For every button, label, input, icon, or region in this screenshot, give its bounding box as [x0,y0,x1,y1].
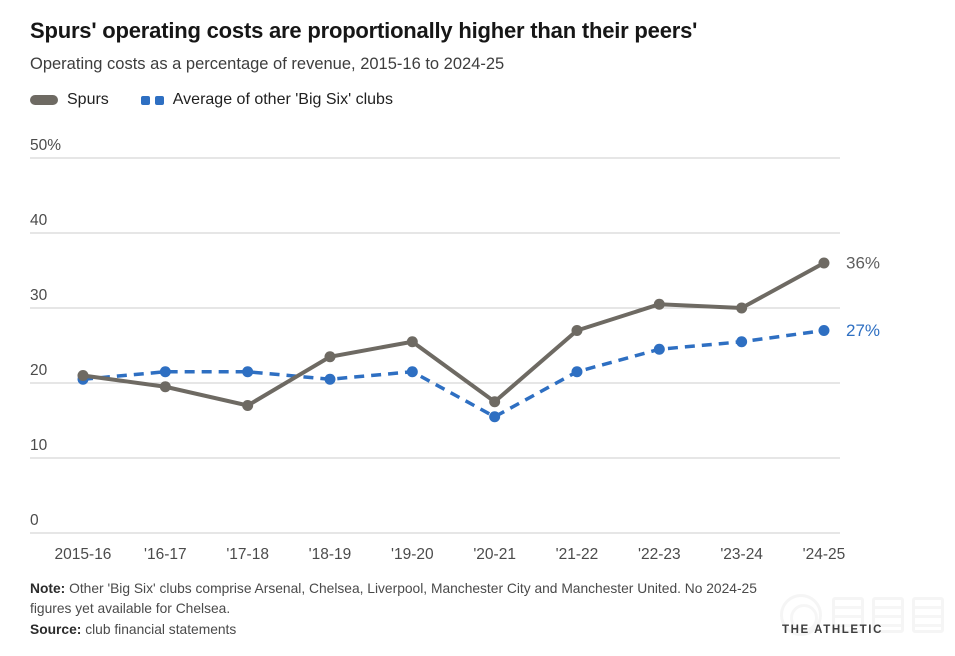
legend-item-spurs: Spurs [30,91,109,109]
legend-label-average: Average of other 'Big Six' clubs [172,91,393,108]
data-point-marker [159,366,171,378]
chart-subtitle: Operating costs as a percentage of reven… [30,55,505,73]
note-label: Note: [30,581,66,596]
data-point-marker [242,366,254,378]
x-axis-tick-label: '24-25 [803,546,846,563]
series-line [82,328,825,419]
y-axis-tick-label: 20 [30,362,48,379]
y-axis-tick-label: 40 [30,212,48,229]
data-point-marker [653,343,665,355]
x-axis-tick-label: '19-20 [391,546,434,563]
x-axis-tick-label: '18-19 [309,546,352,563]
data-point-marker [242,400,254,411]
y-axis-tick-label: 0 [30,512,39,529]
data-point-marker [406,366,418,378]
spurs-line-swatch-icon [30,95,58,105]
x-axis-tick-label: '21-22 [556,546,599,563]
y-axis-tick-label: 10 [30,437,48,454]
data-point-marker [324,373,336,385]
data-point-marker [489,411,501,423]
series-line [82,261,825,408]
x-axis-tick-label: 2015-16 [55,546,112,563]
page-title: Spurs' operating costs are proportionall… [30,18,698,43]
brand-logo: THE ATHLETIC [782,624,883,636]
data-point-marker [406,336,418,348]
data-point-marker [736,336,748,348]
x-axis-tick-label: '16-17 [144,546,187,563]
average-dash-swatch-icon [140,95,164,105]
series-end-value-label: 36% [846,254,880,273]
y-axis-tick-label: 30 [30,287,48,304]
chart-source: Source: club financial statements [30,622,236,637]
legend-item-average: Average of other 'Big Six' clubs [140,91,393,109]
chart-legend: Spurs Average of other 'Big Six' clubs [30,91,393,109]
data-point-marker [571,325,583,336]
data-point-marker [77,370,89,381]
data-point-marker [736,302,748,314]
data-point-marker [818,257,830,269]
x-axis-tick-label: '17-18 [226,546,269,563]
x-axis-tick-label: '23-24 [720,546,763,563]
legend-label-spurs: Spurs [67,91,109,108]
data-point-marker [159,381,171,393]
source-text: club financial statements [81,622,237,637]
data-point-marker [489,396,501,408]
line-chart: 50% 40 30 20 10 0 2015-16 '16-17 '17-18 '18-19 '19… [30,137,880,563]
x-axis-tick-label: '20-21 [473,546,516,563]
data-point-marker [324,351,336,363]
x-axis-tick-label: '22-23 [638,546,681,563]
series-end-value-label: 27% [846,321,880,340]
chart-note: Note: Other 'Big Six' clubs comprise Ars… [30,579,772,619]
y-axis-tick-label: 50% [30,137,61,154]
note-text: Other 'Big Six' clubs comprise Arsenal, … [30,581,757,616]
data-point-marker [818,325,830,336]
data-point-marker [653,298,665,310]
source-label: Source: [30,622,82,637]
data-point-marker [571,366,583,378]
